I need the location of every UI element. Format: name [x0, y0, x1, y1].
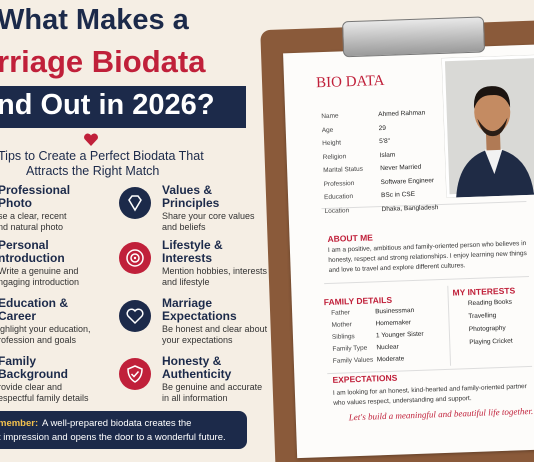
- field-value: BSc in CSE: [380, 190, 416, 200]
- tip-title: Authenticity: [162, 367, 232, 381]
- family-label: Mother: [331, 321, 352, 329]
- family-value: Moderate: [376, 355, 405, 364]
- tip-title: Lifestyle &: [162, 238, 223, 252]
- title-line: nd Out in 2026?: [0, 89, 215, 121]
- tip-title: Family: [0, 354, 37, 368]
- heart-icon: [84, 133, 98, 146]
- subtitle-line: Attracts the Right Match: [26, 164, 160, 178]
- tip-text: and beliefs: [162, 222, 206, 232]
- family-label: Family Values: [332, 356, 374, 365]
- tip-title: Photo: [0, 196, 32, 210]
- field-label: Religion: [322, 152, 347, 161]
- tip-text: ighlight your education,: [0, 324, 91, 334]
- tip-title: Personal: [0, 238, 49, 252]
- tip-text: Be honest and clear about: [162, 324, 268, 334]
- family-label: Family Type: [332, 344, 368, 353]
- tip-title: Education &: [0, 296, 69, 310]
- field-label: Name: [321, 112, 339, 121]
- field-label: Location: [324, 206, 350, 215]
- tip-icon: [119, 300, 151, 332]
- tip-title: Marriage: [162, 296, 213, 310]
- tip-text: your expectations: [162, 335, 233, 345]
- tip-title: Professional: [0, 183, 71, 197]
- title-line: rriage Biodata: [0, 44, 206, 79]
- tip-title: Honesty &: [162, 354, 222, 368]
- tip-title: Interests: [162, 251, 213, 265]
- tip-icon: [119, 358, 151, 390]
- tip-text: espectful family details: [0, 393, 89, 403]
- field-label: Marital Status: [323, 165, 364, 175]
- family-value: Homemaker: [375, 319, 412, 328]
- clip: [341, 16, 486, 58]
- family-value: Nuclear: [376, 343, 399, 352]
- bio-title: BIO DATA: [315, 72, 385, 92]
- field-value: Never Married: [380, 163, 422, 173]
- field-label: Education: [323, 193, 354, 202]
- tip-text: and lifestyle: [162, 277, 210, 287]
- subtitle-line: Tips to Create a Perfect Biodata That: [0, 149, 204, 163]
- tip-text: Write a genuine and: [0, 266, 79, 276]
- field-value: Islam: [379, 151, 396, 159]
- interest-item: Photography: [468, 324, 506, 334]
- tip-icon: [119, 187, 151, 219]
- clipboard: BIO DATA Name Ahmed Rahman Age 29 Height 5'8" R…: [260, 16, 534, 462]
- field-value: 29: [378, 124, 387, 132]
- field-label: Profession: [323, 179, 355, 188]
- family-value: Businessman: [375, 306, 415, 316]
- tip-text: Be genuine and accurate: [162, 382, 263, 392]
- tip-title: Career: [0, 309, 37, 323]
- reminder-text: t impression and opens the door to a won…: [0, 432, 226, 443]
- section-title: ABOUT ME: [327, 232, 374, 244]
- tip-text: rovide clear and: [0, 382, 63, 392]
- tip-text: Mention hobbies, interests: [162, 266, 268, 276]
- tip-text: in all information: [162, 393, 228, 403]
- tip-text: ngaging introduction: [0, 277, 80, 287]
- tip-text: rofession and goals: [0, 335, 77, 345]
- family-label: Father: [331, 309, 351, 317]
- profile-photo: [441, 54, 534, 198]
- field-label: Age: [321, 126, 334, 134]
- tip-title: Background: [0, 367, 69, 381]
- tip-title: Values &: [162, 183, 213, 197]
- field-label: Height: [322, 139, 342, 148]
- reminder-band: [0, 411, 247, 449]
- title-line: What Makes a: [0, 4, 189, 36]
- tip-text: se a clear, recent: [0, 211, 67, 221]
- interest-item: Travelling: [468, 312, 497, 321]
- reminder-text: A well-prepared biodata creates the: [42, 418, 192, 429]
- tip-title: Principles: [162, 196, 220, 210]
- tip-title: Expectations: [162, 309, 237, 323]
- field-value: 5'8": [379, 137, 391, 146]
- tip-text: nd natural photo: [0, 222, 64, 232]
- tip-text: Share your core values: [162, 211, 255, 221]
- tip-title: ntroduction: [0, 251, 65, 265]
- title-band: [0, 86, 246, 128]
- tip-icon: [119, 242, 151, 274]
- reminder-label: member:: [0, 418, 39, 429]
- family-label: Siblings: [331, 333, 355, 341]
